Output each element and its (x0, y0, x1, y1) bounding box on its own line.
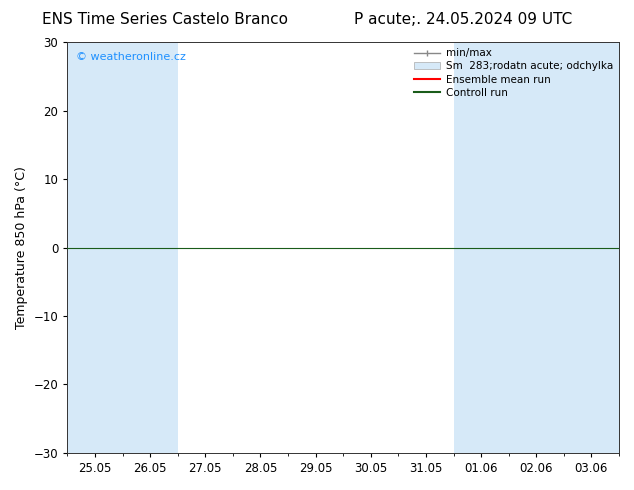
Y-axis label: Temperature 850 hPa (°C): Temperature 850 hPa (°C) (15, 166, 28, 329)
Bar (67, 42, 178, 453)
Bar (508, 42, 619, 453)
Text: © weatheronline.cz: © weatheronline.cz (75, 52, 186, 62)
Text: P acute;. 24.05.2024 09 UTC: P acute;. 24.05.2024 09 UTC (354, 12, 572, 27)
Legend: min/max, Sm  283;rodatn acute; odchylka, Ensemble mean run, Controll run: min/max, Sm 283;rodatn acute; odchylka, … (410, 44, 617, 102)
Text: ENS Time Series Castelo Branco: ENS Time Series Castelo Branco (42, 12, 288, 27)
Bar (453, 42, 508, 453)
